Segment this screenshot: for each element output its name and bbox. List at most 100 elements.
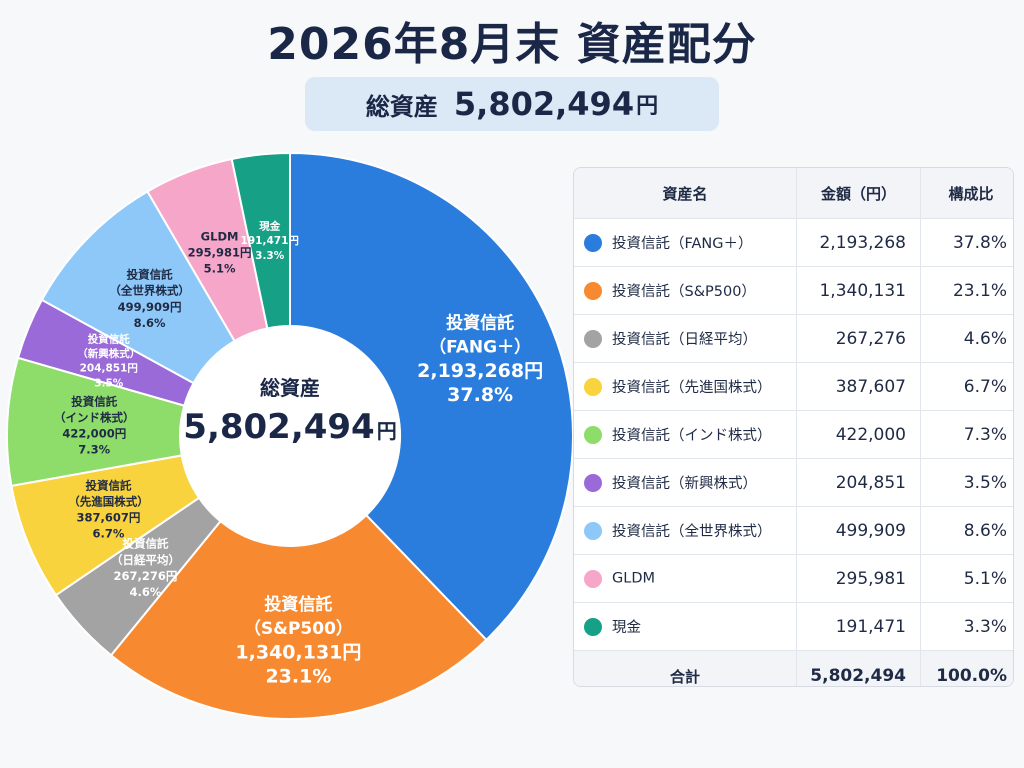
row-asset-name: 投資信託（インド株式） <box>574 410 797 459</box>
slice-amount-label: 387,607円 <box>77 511 141 525</box>
row-amount: 2,193,268 <box>796 218 921 267</box>
slice-amount-label: 267,276円 <box>114 569 178 583</box>
row-asset-name: 投資信託（日経平均） <box>574 314 797 363</box>
table-row: 投資信託（インド株式） 422,000 7.3% <box>574 410 1013 459</box>
row-asset-name: 現金 <box>574 602 797 651</box>
slice-name-label: （S&P500） <box>244 618 353 639</box>
total-row-percent: 100.0% <box>920 650 1013 686</box>
center-total-value: 5,802,494 円 <box>180 407 400 447</box>
row-percent: 8.6% <box>920 506 1013 555</box>
header-ratio: 構成比 <box>920 168 1013 219</box>
slice-name-label: （先進国株式） <box>68 494 149 508</box>
header-asset-name: 資産名 <box>574 168 797 219</box>
center-total-label: 総資産 <box>260 376 320 400</box>
donut-hole <box>180 326 400 546</box>
slice-percent-label: 5.1% <box>204 262 236 276</box>
row-amount: 499,909 <box>796 506 921 555</box>
slice-name-label: 投資信託 <box>264 594 332 615</box>
row-asset-name: 投資信託（FANG＋） <box>574 218 797 267</box>
slice-name-label: GLDM <box>201 229 239 243</box>
slice-percent-label: 4.6% <box>130 585 162 599</box>
row-amount: 422,000 <box>796 410 921 459</box>
row-asset-label: 投資信託（インド株式） <box>612 428 772 444</box>
center-total-amount: 5,802,494 <box>183 407 375 447</box>
table-row: GLDM 295,981 5.1% <box>574 554 1013 603</box>
donut-center-label: 総資産 5,802,494 円 <box>180 372 400 447</box>
row-asset-name: 投資信託（新興株式） <box>574 458 797 507</box>
table-row: 投資信託（FANG＋） 2,193,268 37.8% <box>574 218 1013 267</box>
total-assets-label: 総資産 <box>365 92 438 121</box>
table-row: 投資信託（新興株式） 204,851 3.5% <box>574 458 1013 507</box>
row-asset-name: 投資信託（先進国株式） <box>574 362 797 411</box>
slice-percent-label: 3.5% <box>94 377 124 389</box>
slice-name-label: 投資信託 <box>127 268 173 282</box>
slice-percent-label: 23.1% <box>265 665 331 687</box>
row-asset-label: 現金 <box>612 620 641 636</box>
slice-name-label: （全世界株式） <box>109 284 190 298</box>
table-row: 投資信託（全世界株式） 499,909 8.6% <box>574 506 1013 555</box>
slice-name-label: （インド株式） <box>54 410 135 424</box>
total-assets-unit: 円 <box>636 94 659 119</box>
total-row-amount: 5,802,494 <box>796 650 921 686</box>
table-row: 投資信託（先進国株式） 387,607 6.7% <box>574 362 1013 411</box>
slice-name-label: （新興株式） <box>77 347 140 360</box>
row-asset-name: 投資信託（S&P500） <box>574 266 797 315</box>
total-row-label: 合計 <box>574 650 797 686</box>
total-assets-value: 5,802,494 <box>453 85 635 123</box>
row-asset-name: GLDM <box>574 554 797 603</box>
center-total-unit: 円 <box>376 419 397 443</box>
slice-name-label: 投資信託 <box>446 312 514 333</box>
row-percent: 3.3% <box>920 602 1013 651</box>
row-percent: 3.5% <box>920 458 1013 507</box>
header-amount: 金額（円） <box>796 168 921 219</box>
row-amount: 1,340,131 <box>796 266 921 315</box>
row-amount: 204,851 <box>796 458 921 507</box>
row-percent: 4.6% <box>920 314 1013 363</box>
slice-amount-label: 422,000円 <box>62 426 126 440</box>
slice-percent-label: 3.3% <box>255 250 285 262</box>
slice-name-label: （日経平均） <box>111 553 180 567</box>
slice-name-label: 投資信託 <box>85 478 131 492</box>
slice-amount-label: 499,909円 <box>118 300 182 314</box>
slice-percent-label: 7.3% <box>78 443 110 457</box>
table-header-row: 資産名 金額（円） 構成比 <box>574 168 1013 219</box>
slice-amount-label: 191,471円 <box>241 235 299 247</box>
row-percent: 23.1% <box>920 266 1013 315</box>
row-asset-label: 投資信託（FANG＋） <box>612 236 753 252</box>
total-assets-banner: 総資産 5,802,494 円 <box>305 77 719 131</box>
legend-color-dot <box>584 473 602 492</box>
slice-name-label: 投資信託 <box>88 332 130 345</box>
table-row: 投資信託（S&P500） 1,340,131 23.1% <box>574 266 1013 315</box>
table-total-row: 合計 5,802,494 100.0% <box>574 650 1013 686</box>
legend-color-dot <box>584 377 602 396</box>
row-percent: 7.3% <box>920 410 1013 459</box>
table-body: 投資信託（FANG＋） 2,193,268 37.8% 投資信託（S&P500） 1,3… <box>574 218 1013 651</box>
donut-slices <box>6 151 574 720</box>
slice-amount-label: 295,981円 <box>188 246 252 260</box>
slice-name-label: （FANG＋） <box>429 336 531 357</box>
slice-percent-label: 8.6% <box>134 316 166 330</box>
row-percent: 5.1% <box>920 554 1013 603</box>
legend-color-dot <box>584 617 602 636</box>
row-asset-label: 投資信託（日経平均） <box>612 332 757 348</box>
legend-color-dot <box>584 281 602 300</box>
row-asset-label: 投資信託（全世界株式） <box>612 524 772 540</box>
row-asset-label: 投資信託（先進国株式） <box>612 380 772 396</box>
page-title: 2026年8月末 資産配分 <box>267 19 757 70</box>
slice-amount-label: 1,340,131円 <box>235 641 361 663</box>
legend-color-dot <box>584 233 602 252</box>
row-amount: 267,276 <box>796 314 921 363</box>
slice-amount-label: 2,193,268円 <box>417 360 543 382</box>
row-asset-label: GLDM <box>612 570 655 587</box>
allocation-table: 資産名 金額（円） 構成比 投資信託（FANG＋） 2,193,268 37.8% 投… <box>573 167 1014 687</box>
slice-name-label: 投資信託 <box>122 537 168 551</box>
slice-percent-label: 37.8% <box>447 384 513 406</box>
legend-color-dot <box>584 329 602 348</box>
row-amount: 191,471 <box>796 602 921 651</box>
row-asset-name: 投資信託（全世界株式） <box>574 506 797 555</box>
legend-color-dot <box>584 425 602 444</box>
row-asset-label: 投資信託（S&P500） <box>612 284 756 300</box>
slice-name-label: 投資信託 <box>71 394 117 408</box>
row-asset-label: 投資信託（新興株式） <box>612 476 757 492</box>
